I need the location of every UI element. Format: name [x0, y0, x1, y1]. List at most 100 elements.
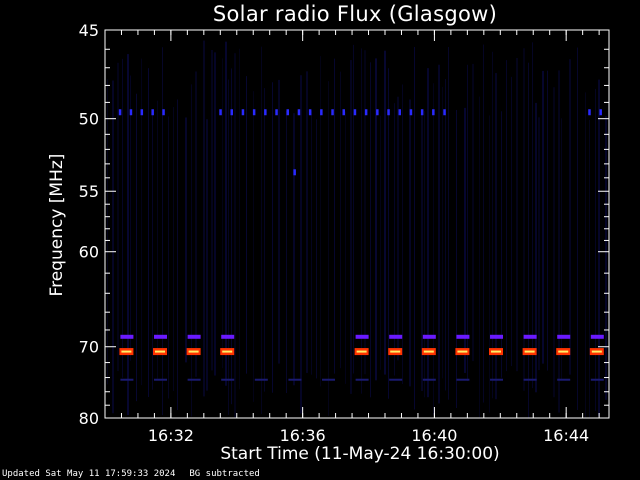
noise-stripe	[328, 81, 329, 416]
hot-band-core	[591, 350, 602, 353]
noise-stripe	[479, 96, 480, 418]
y-tick-label: 55	[79, 182, 99, 201]
band-mark	[389, 334, 403, 339]
hot-band-core	[356, 350, 367, 353]
dash-mark	[264, 109, 267, 116]
hot-band-core	[524, 350, 535, 353]
noise-stripe	[203, 40, 205, 397]
hot-band-core	[558, 350, 569, 353]
noise-stripe	[157, 100, 158, 379]
dash-mark	[376, 109, 379, 116]
noise-stripe	[107, 79, 108, 385]
noise-stripe	[394, 103, 395, 376]
noise-stripe	[472, 63, 474, 362]
y-tick-label: 45	[79, 21, 99, 40]
band-mark	[590, 334, 604, 339]
noise-stripe	[361, 48, 362, 394]
band-mark	[322, 378, 336, 381]
noise-stripe	[311, 110, 312, 375]
noise-stripe	[558, 70, 560, 413]
noise-stripe	[293, 113, 295, 386]
band-mark	[355, 334, 369, 339]
band-mark	[154, 378, 168, 381]
band-mark	[557, 334, 571, 339]
noise-stripe	[528, 62, 529, 418]
noise-stripe	[569, 59, 571, 375]
band-mark	[154, 334, 168, 339]
noise-stripe	[168, 116, 169, 399]
noise-stripe	[234, 53, 236, 418]
noise-stripe	[595, 88, 596, 411]
noise-stripe	[489, 115, 490, 413]
noise-stripe	[345, 111, 346, 384]
noise-stripe	[535, 102, 537, 393]
band-mark	[187, 334, 201, 339]
noise-stripe	[438, 64, 440, 404]
noise-stripe	[130, 75, 131, 361]
noise-stripe	[162, 47, 163, 416]
dash-mark	[129, 109, 133, 116]
noise-stripe	[467, 64, 468, 382]
noise-stripe	[300, 75, 302, 414]
y-tick-label: 50	[79, 110, 99, 129]
band-mark	[288, 378, 302, 381]
band-mark	[254, 378, 268, 381]
noise-stripe	[511, 76, 512, 367]
dash-mark	[241, 109, 245, 116]
band-mark	[187, 378, 201, 381]
noise-stripe	[334, 58, 335, 374]
dash-mark	[286, 109, 289, 116]
hot-band-core	[491, 350, 502, 353]
noise-stripe	[464, 107, 466, 373]
band-mark	[422, 334, 436, 339]
x-axis-label: Start Time (11-May-24 16:30:00)	[220, 444, 500, 464]
band-mark	[523, 378, 537, 381]
x-tick-label: 16:40	[411, 426, 457, 445]
dash-mark	[599, 109, 602, 116]
dash-mark	[342, 109, 345, 116]
hot-band-core	[390, 350, 401, 353]
dash-mark	[293, 169, 296, 176]
dash-mark	[252, 109, 256, 116]
dash-mark	[219, 109, 222, 116]
dash-mark	[275, 109, 278, 116]
noise-stripe	[375, 58, 377, 381]
band-mark	[590, 378, 604, 381]
noise-stripe	[495, 73, 497, 400]
y-axis-label: Frequency [MHz]	[47, 153, 67, 297]
noise-stripe	[605, 115, 607, 400]
noise-stripe	[547, 70, 548, 371]
noise-stripe	[340, 71, 341, 369]
noise-stripe	[380, 115, 381, 370]
band-mark	[557, 378, 571, 381]
noise-stripe	[589, 119, 590, 418]
band-mark	[523, 334, 537, 339]
y-tick-label: 70	[79, 338, 99, 357]
band-mark	[221, 378, 235, 381]
noise-stripe	[136, 93, 137, 402]
noise-stripe	[225, 41, 227, 386]
noise-stripe	[585, 92, 586, 418]
y-tick-label: 80	[79, 409, 99, 428]
noise-stripe	[122, 58, 123, 378]
noise-stripe	[185, 117, 187, 363]
dash-mark	[118, 109, 122, 116]
dash-mark	[162, 109, 165, 116]
bg-subtracted-note: BG subtracted	[189, 469, 260, 479]
noise-stripe	[272, 82, 273, 393]
y-axis: 45 50 55 60 70 80	[79, 21, 609, 428]
x-axis: 16:32 16:36 16:40 16:44	[104, 30, 600, 445]
noise-stripe	[316, 119, 317, 379]
hot-band-core	[457, 350, 468, 353]
dash-mark	[420, 109, 424, 116]
band-mark	[456, 334, 470, 339]
dash-mark	[364, 109, 368, 116]
noise-stripe	[448, 47, 449, 400]
noise-stripe	[445, 78, 446, 391]
plot-frame	[104, 29, 610, 419]
dash-mark	[387, 109, 390, 116]
noise-stripe	[397, 96, 399, 361]
noise-stripe	[364, 50, 366, 375]
noise-stripe	[542, 70, 544, 364]
